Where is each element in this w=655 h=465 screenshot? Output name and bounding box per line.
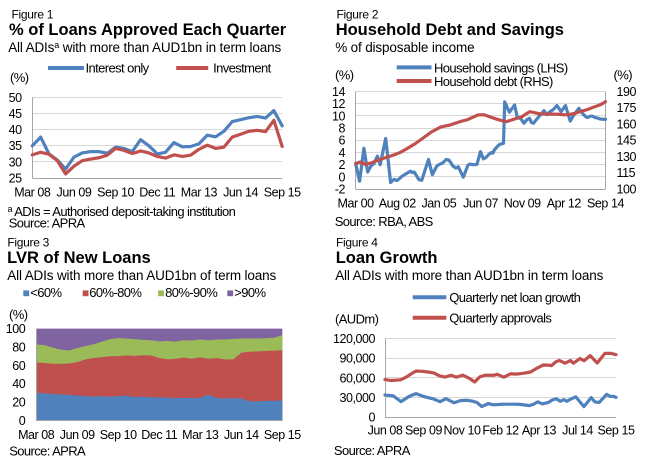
- svg-text:% of disposable income: % of disposable income: [335, 40, 474, 55]
- svg-text:(%): (%): [614, 68, 633, 83]
- svg-text:Jun 09: Jun 09: [60, 428, 95, 442]
- svg-text:4: 4: [338, 146, 345, 160]
- svg-text:(%): (%): [9, 307, 28, 322]
- svg-text:Source: APRA: Source: APRA: [334, 443, 411, 458]
- svg-text:(%): (%): [10, 70, 29, 85]
- svg-text:60: 60: [12, 359, 26, 373]
- svg-text:90,000: 90,000: [339, 352, 375, 366]
- svg-text:Sep 14: Sep 14: [587, 196, 624, 210]
- svg-text:Dec 11: Dec 11: [141, 428, 177, 442]
- svg-text:10: 10: [332, 109, 346, 123]
- svg-text:Sep 15: Sep 15: [264, 428, 301, 442]
- svg-text:100: 100: [617, 183, 637, 197]
- svg-text:2: 2: [338, 158, 345, 172]
- svg-text:Figure 1: Figure 1: [12, 7, 54, 21]
- svg-text:50: 50: [9, 91, 23, 105]
- svg-text:Jul 14: Jul 14: [562, 424, 593, 438]
- svg-text:% of Loans Approved Each Quart: % of Loans Approved Each Quarter: [9, 21, 287, 39]
- svg-text:Mar 00: Mar 00: [337, 196, 374, 210]
- svg-text:Nov 10: Nov 10: [444, 424, 481, 438]
- svg-text:All ADIsa with more than AUD1b: All ADIsa with more than AUD1bn in term …: [8, 40, 281, 55]
- svg-text:Source: APRA: Source: APRA: [9, 443, 86, 458]
- svg-text:Jun 14: Jun 14: [223, 185, 258, 199]
- svg-text:Sep 09: Sep 09: [405, 424, 442, 438]
- svg-text:60%-80%: 60%-80%: [89, 285, 142, 300]
- svg-text:100: 100: [6, 322, 26, 336]
- svg-text:Nov 09: Nov 09: [504, 196, 541, 210]
- svg-text:<60%: <60%: [30, 285, 62, 300]
- svg-text:0: 0: [19, 414, 26, 428]
- svg-text:Figure 4: Figure 4: [336, 236, 378, 250]
- svg-text:Jun 14: Jun 14: [224, 428, 259, 442]
- svg-text:Loan Growth: Loan Growth: [336, 249, 438, 267]
- svg-text:Jun 07: Jun 07: [463, 196, 498, 210]
- svg-text:Mar 13: Mar 13: [181, 185, 218, 199]
- svg-text:0: 0: [338, 170, 345, 184]
- svg-text:120,000: 120,000: [333, 332, 376, 346]
- svg-text:Source: RBA, ABS: Source: RBA, ABS: [335, 214, 434, 229]
- svg-text:Quarterly approvals: Quarterly approvals: [449, 310, 552, 325]
- svg-text:80: 80: [12, 340, 26, 354]
- svg-text:Source: APRA: Source: APRA: [9, 216, 86, 231]
- svg-text:40: 40: [12, 377, 26, 391]
- svg-text:Quarterly net loan growth: Quarterly net loan growth: [449, 290, 580, 305]
- svg-text:8: 8: [338, 122, 345, 136]
- svg-text:Jan 05: Jan 05: [421, 196, 456, 210]
- svg-text:(%): (%): [335, 68, 354, 83]
- svg-text:Sep 15: Sep 15: [598, 424, 635, 438]
- svg-text:20: 20: [12, 396, 26, 410]
- svg-text:Figure 3: Figure 3: [7, 236, 49, 250]
- svg-text:175: 175: [617, 101, 637, 115]
- svg-text:All ADIs with more than AUD1bn: All ADIs with more than AUD1bn in term l…: [335, 268, 603, 283]
- svg-text:Mar 08: Mar 08: [14, 185, 51, 199]
- svg-text:35: 35: [9, 139, 23, 153]
- svg-text:Household Debt and Savings: Household Debt and Savings: [336, 21, 564, 39]
- svg-text:All ADIs with more than AUD1bn: All ADIs with more than AUD1bn of term l…: [7, 268, 276, 283]
- svg-text:14: 14: [332, 85, 346, 99]
- svg-text:80%-90%: 80%-90%: [165, 285, 218, 300]
- svg-text:12: 12: [332, 97, 346, 111]
- svg-text:130: 130: [617, 150, 637, 164]
- svg-text:45: 45: [9, 107, 23, 121]
- svg-text:Sep 10: Sep 10: [100, 428, 137, 442]
- svg-text:0: 0: [368, 411, 375, 425]
- svg-text:(AUDm): (AUDm): [335, 312, 379, 327]
- svg-text:Figure 2: Figure 2: [337, 7, 379, 21]
- svg-text:115: 115: [617, 166, 636, 180]
- svg-text:Interest only: Interest only: [86, 61, 150, 76]
- svg-text:190: 190: [617, 85, 637, 99]
- svg-text:145: 145: [617, 134, 637, 148]
- svg-text:30,000: 30,000: [339, 391, 375, 405]
- svg-text:Household debt (RHS): Household debt (RHS): [434, 74, 553, 89]
- svg-text:30: 30: [9, 155, 23, 169]
- svg-text:-2: -2: [335, 183, 346, 197]
- svg-text:>90%: >90%: [234, 285, 266, 300]
- svg-text:60,000: 60,000: [339, 371, 375, 385]
- svg-text:Apr 13: Apr 13: [522, 424, 557, 438]
- svg-text:Dec 11: Dec 11: [139, 185, 175, 199]
- svg-text:Jun 08: Jun 08: [368, 424, 403, 438]
- svg-text:160: 160: [617, 117, 637, 131]
- svg-text:25: 25: [9, 172, 23, 186]
- svg-text:Mar 08: Mar 08: [18, 428, 55, 442]
- svg-text:Feb 12: Feb 12: [482, 424, 519, 438]
- svg-text:Aug 02: Aug 02: [379, 196, 416, 210]
- svg-text:a ADIs = Authorised deposit-ta: a ADIs = Authorised deposit-taking insti…: [8, 204, 236, 219]
- svg-text:6: 6: [338, 134, 345, 148]
- svg-text:Investment: Investment: [213, 61, 272, 76]
- svg-text:Apr 12: Apr 12: [547, 196, 582, 210]
- svg-text:Mar 13: Mar 13: [182, 428, 219, 442]
- svg-text:40: 40: [9, 123, 23, 137]
- svg-text:Household savings (LHS): Household savings (LHS): [434, 60, 568, 75]
- svg-text:Sep 10: Sep 10: [97, 185, 134, 199]
- svg-text:Sep 15: Sep 15: [264, 185, 301, 199]
- svg-text:LVR of New Loans: LVR of New Loans: [7, 249, 151, 267]
- svg-text:Jun 09: Jun 09: [57, 185, 92, 199]
